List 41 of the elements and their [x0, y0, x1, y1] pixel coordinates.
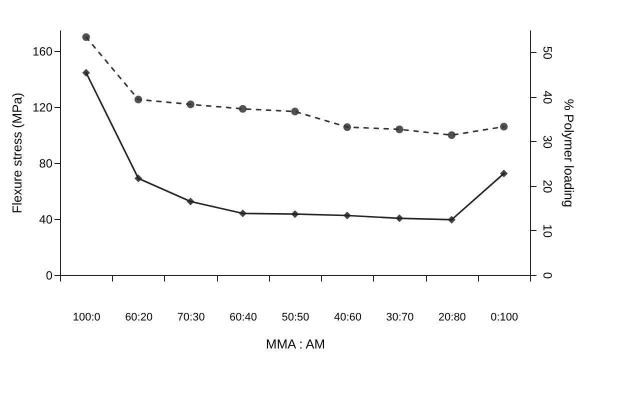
- point: [238, 210, 247, 218]
- point: [238, 104, 247, 113]
- x-tick-label: 100:0: [72, 312, 100, 324]
- point: [448, 216, 456, 224]
- y-tick-label: 0: [46, 268, 53, 282]
- y-axis-title: Flexure stress (MPa): [9, 92, 24, 214]
- x-tick-label: 60:40: [230, 312, 258, 324]
- x-tick-label: 20:80: [438, 312, 466, 324]
- point: [82, 33, 90, 41]
- y-tick-label: 40: [39, 212, 53, 226]
- y-tick-label: 80: [39, 156, 53, 170]
- point: [186, 198, 194, 206]
- y2-axis-title: % Polymer loading: [562, 98, 576, 208]
- y2-tick-label: 10: [540, 224, 554, 238]
- y2-tick-label: 20: [540, 180, 554, 194]
- point: [343, 123, 352, 131]
- y2-tick-label: 40: [540, 90, 554, 104]
- point: [500, 122, 508, 131]
- point: [448, 131, 456, 139]
- x-tick-label: 50:50: [282, 312, 310, 324]
- y2-tick-label: 0: [540, 272, 554, 280]
- point: [500, 170, 508, 178]
- x-tick-label: 0:100: [490, 312, 518, 324]
- x-tick-label: 40:60: [334, 312, 362, 324]
- point: [82, 68, 90, 77]
- point: [291, 210, 299, 218]
- x-tick-label: 60:20: [125, 312, 153, 324]
- point: [134, 96, 142, 104]
- y-tick-label: 160: [32, 44, 53, 58]
- x-axis-title: MMA : AM: [266, 336, 326, 352]
- x-tick-label: 70:30: [177, 312, 205, 324]
- x-tick-label: 30:70: [386, 312, 414, 324]
- y2-tick-label: 30: [540, 135, 554, 149]
- point: [343, 212, 352, 220]
- y-tick-label: 120: [32, 100, 53, 114]
- point: [186, 100, 194, 108]
- point: [396, 125, 404, 134]
- y2-tick-label: 50: [540, 46, 554, 60]
- point: [134, 174, 142, 182]
- point: [396, 214, 404, 222]
- point: [291, 108, 299, 116]
